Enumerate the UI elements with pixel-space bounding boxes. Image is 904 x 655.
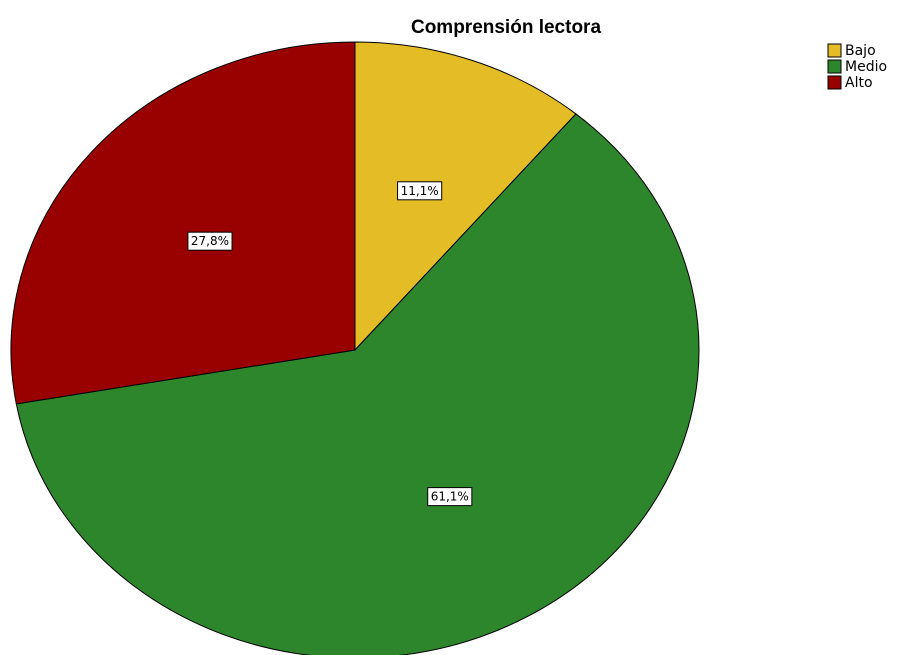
legend-item-bajo: Bajo — [827, 43, 876, 59]
legend-item-alto: Alto — [827, 75, 873, 91]
legend-swatch — [827, 59, 842, 74]
data-labels: 11,1% 61,1% 27,8% — [187, 181, 473, 507]
data-label-bajo: 11,1% — [397, 181, 443, 201]
legend-item-medio: Medio — [827, 59, 887, 75]
data-label-alto: 27,8% — [187, 231, 233, 251]
pie-slices — [10, 41, 700, 655]
legend-label: Bajo — [845, 43, 876, 59]
data-label-box — [187, 231, 233, 251]
data-label-text: 11,1% — [401, 184, 439, 198]
data-label-box — [397, 181, 443, 201]
data-label-box — [427, 487, 473, 507]
chart-title: Comprensión lectora — [411, 17, 601, 38]
data-label-medio: 61,1% — [427, 487, 473, 507]
pie-slice-bajo — [354, 41, 577, 352]
data-label-text: 61,1% — [431, 490, 469, 504]
data-label-text: 27,8% — [191, 234, 229, 248]
pie-slice-medio — [15, 113, 700, 655]
legend-label: Medio — [845, 59, 887, 75]
legend-label: Alto — [845, 75, 873, 91]
legend-swatch — [827, 75, 842, 90]
legend-swatch — [827, 43, 842, 58]
pie-slice-alto — [10, 41, 356, 405]
